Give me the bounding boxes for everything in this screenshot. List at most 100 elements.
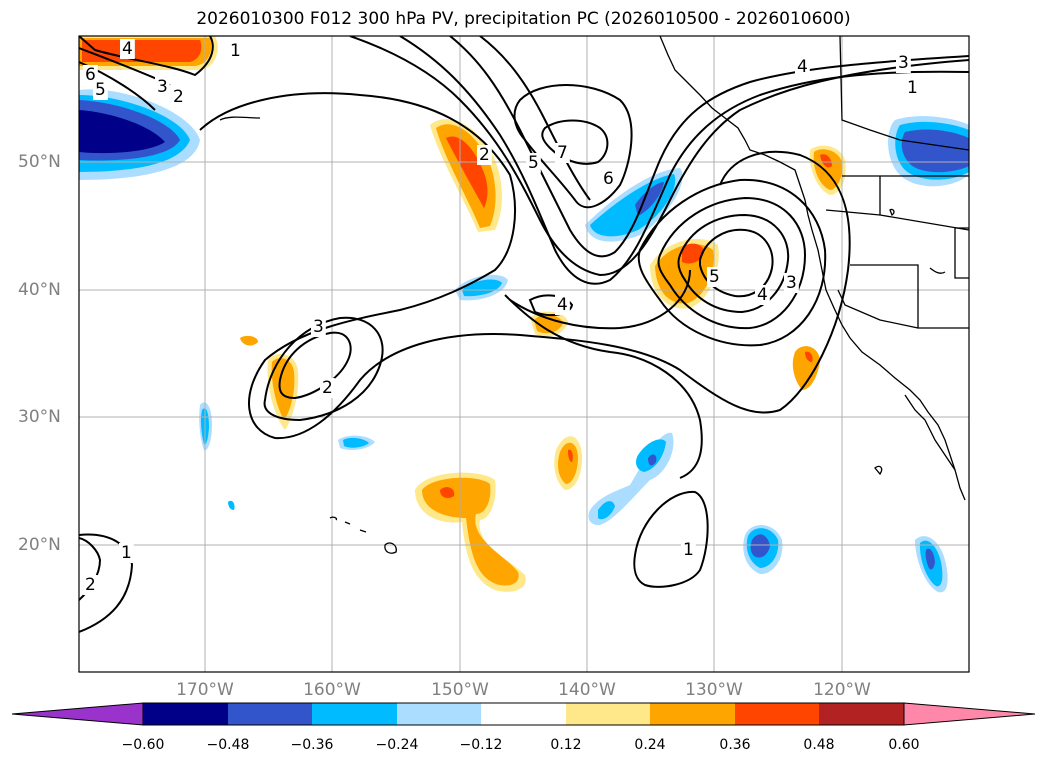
- colorbar-tick: 0.24: [634, 737, 666, 753]
- precip-positive-area: [813, 149, 843, 190]
- contour-label-1: 1: [230, 41, 241, 61]
- precip-shading: [79, 36, 969, 593]
- contour-label-halo: [119, 543, 134, 563]
- colorbar-max-extension: [903, 702, 1036, 726]
- lat-label-50n: 50°N: [18, 152, 61, 172]
- colorbar-tick: −0.60: [121, 737, 165, 753]
- colorbar-tick: 0.12: [550, 737, 582, 753]
- lat-label-40n: 40°N: [18, 280, 61, 300]
- lon-label-160w: 160°W: [303, 680, 361, 700]
- precip-positive-area: [558, 442, 578, 484]
- precip-positive-area: [534, 314, 563, 334]
- contour-label-halo: [795, 57, 810, 77]
- precip-negative-area: [79, 110, 165, 154]
- colorbar: [11, 702, 1036, 726]
- contour-label-halo: [905, 78, 920, 98]
- colorbar-segment: [228, 703, 312, 725]
- contour-label-halo: [784, 273, 799, 293]
- precip-positive-area: [792, 346, 820, 390]
- contour-label-halo: [681, 540, 696, 560]
- plot-background: [79, 36, 969, 672]
- colorbar-segment: [819, 703, 904, 725]
- contour-label-7: 7: [557, 143, 568, 163]
- colorbar-segment: [312, 703, 397, 725]
- contour-label-5: 5: [95, 80, 106, 100]
- contour-label-halo: [83, 575, 98, 595]
- colorbar-segment: [143, 703, 228, 725]
- contour-label-1: 1: [907, 78, 918, 98]
- plot-frame: [78, 35, 970, 673]
- precip-negative-area: [598, 501, 615, 520]
- precip-positive-area: [568, 449, 573, 462]
- contour-label-2: 2: [479, 145, 490, 165]
- colorbar-segment: [397, 703, 481, 725]
- contour-label-4: 4: [557, 295, 568, 315]
- colorbar-tick: 0.60: [888, 737, 920, 753]
- contour-label-3: 3: [898, 53, 909, 73]
- contour-labels: 1 4 6 5 3 2 2 5 7 6 4 3 1 3 2 4 5 4 3 1 …: [83, 39, 920, 595]
- contour-label-4: 4: [797, 57, 808, 77]
- precip-negative-area: [228, 500, 235, 510]
- pv-contours: [79, 36, 969, 633]
- contour-label-halo: [707, 267, 722, 287]
- contour-label-3: 3: [313, 317, 324, 337]
- contour-label-3: 3: [157, 77, 168, 97]
- precip-positive-area: [440, 487, 455, 498]
- contour-label-4: 4: [122, 39, 133, 59]
- contour-label-halo: [171, 87, 186, 107]
- contour-label-6: 6: [603, 169, 614, 189]
- lon-label-130w: 130°W: [685, 680, 743, 700]
- lon-label-170w: 170°W: [176, 680, 234, 700]
- contour-label-halo: [120, 39, 135, 59]
- colorbar-segment: [481, 703, 566, 725]
- precip-positive-area: [805, 351, 813, 362]
- precip-negative-area: [635, 182, 664, 216]
- contour-label-halo: [555, 143, 570, 163]
- colorbar-tick: 0.36: [719, 737, 751, 753]
- contour-label-halo: [155, 77, 170, 97]
- precip-negative-area: [750, 534, 770, 558]
- colorbar-tick: −0.12: [459, 737, 503, 753]
- colorbar-tick: −0.24: [375, 737, 419, 753]
- contour-label-2: 2: [322, 378, 333, 398]
- precip-positive-area: [240, 335, 258, 346]
- contour-label-halo: [311, 317, 326, 337]
- colorbar-min-extension: [11, 702, 144, 726]
- precip-positive-area: [271, 358, 295, 420]
- lon-label-120w: 120°W: [813, 680, 871, 700]
- contour-label-halo: [526, 153, 541, 173]
- colorbar-segment: [650, 703, 735, 725]
- contour-label-4: 4: [757, 285, 768, 305]
- precip-negative-area: [648, 454, 657, 466]
- lat-label-30n: 30°N: [18, 407, 61, 427]
- lon-label-140w: 140°W: [558, 680, 616, 700]
- contour-label-halo: [555, 295, 570, 315]
- lon-label-150w: 150°W: [431, 680, 489, 700]
- colorbar-tick: −0.48: [206, 737, 250, 753]
- contour-label-2: 2: [173, 87, 184, 107]
- precip-positive-area: [682, 243, 704, 264]
- precip-positive-area: [82, 40, 202, 62]
- precip-negative-area: [343, 437, 369, 448]
- contour-label-6: 6: [85, 65, 96, 85]
- precip-negative-area: [925, 548, 935, 570]
- contour-label-5: 5: [709, 267, 720, 287]
- contour-label-1: 1: [121, 543, 132, 563]
- contour-label-halo: [228, 41, 243, 61]
- contour-label-halo: [93, 80, 108, 100]
- colorbar-tick: −0.36: [290, 737, 334, 753]
- contour-label-halo: [601, 169, 616, 189]
- contour-label-halo: [477, 145, 492, 165]
- contour-label-3: 3: [786, 273, 797, 293]
- precip-positive-area: [820, 154, 832, 168]
- precip-positive-area: [422, 477, 519, 586]
- precip-positive-area: [446, 136, 488, 208]
- contour-label-2: 2: [85, 575, 96, 595]
- colorbar-segment: [566, 703, 650, 725]
- colorbar-segment: [735, 703, 819, 725]
- contour-label-5: 5: [528, 153, 539, 173]
- contour-label-halo: [755, 285, 770, 305]
- contour-label-halo: [896, 53, 911, 73]
- map-title: 2026010300 F012 300 hPa PV, precipitatio…: [196, 9, 851, 29]
